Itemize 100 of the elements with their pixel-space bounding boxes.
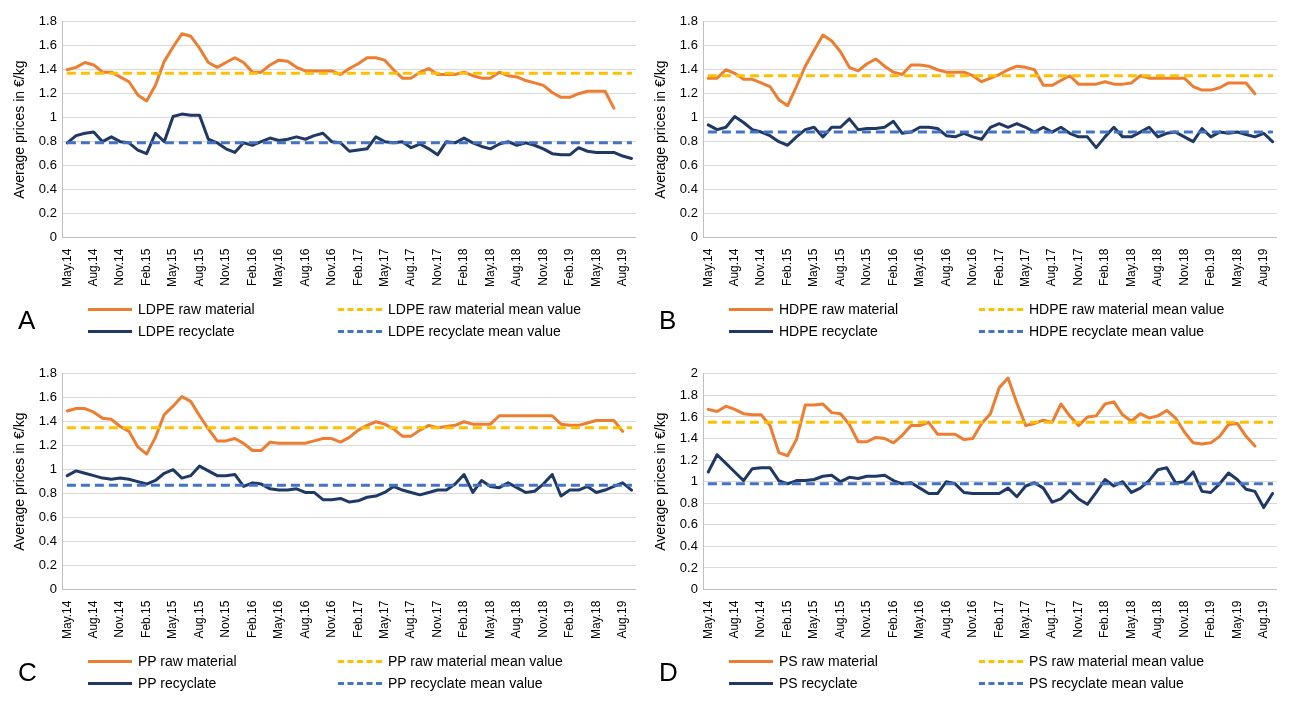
x-tick-label: Aug.17	[403, 600, 418, 639]
legend-label: PS raw material	[779, 653, 878, 669]
x-tick-label: Aug.16	[297, 248, 312, 287]
x-tick-label: Aug.14	[727, 248, 742, 287]
x-tick-label: Feb.18	[1097, 600, 1112, 638]
x-tick-label: Aug.16	[938, 248, 953, 287]
y-tick-label: 1.2	[679, 451, 698, 467]
x-tick-label: Feb.19	[562, 248, 577, 286]
x-tick-label: Nov.16	[324, 248, 339, 286]
x-tick-label: May.18	[1123, 600, 1138, 640]
x-tick-label: May.19	[1229, 600, 1244, 640]
x-tick-label: Aug.15	[191, 248, 206, 287]
x-tick-label: Feb.15	[779, 248, 794, 286]
x-tick-label: Feb.16	[244, 248, 259, 286]
y-tick-label: 0	[690, 229, 698, 245]
x-tick-label: Aug.18	[509, 600, 524, 639]
x-tick-label: Feb.17	[991, 248, 1006, 286]
y-tick-label: 0	[690, 581, 698, 597]
y-tick-label: 0.8	[38, 485, 57, 501]
legend-label: PP raw material mean value	[388, 653, 563, 669]
text: C	[18, 656, 37, 687]
x-tick-label: Feb.18	[456, 248, 471, 286]
legend-label: PS recyclate mean value	[1029, 675, 1184, 691]
y-tick-label: 1.8	[679, 13, 698, 29]
legend-label: LDPE raw material	[138, 301, 255, 317]
y-axis-title: Average prices in €/kg	[11, 60, 28, 199]
y-tick-label: 1.6	[38, 37, 57, 53]
y-tick-label: 1.6	[679, 408, 698, 424]
x-tick-label: Aug.19	[1256, 600, 1271, 639]
y-tick-label: 1	[49, 109, 57, 125]
legend-label: PP recyclate	[138, 675, 217, 691]
y-tick-label: 1.6	[38, 389, 57, 405]
x-tick-label: Feb.19	[1203, 600, 1218, 638]
x-tick-label: Aug.15	[191, 600, 206, 639]
x-tick-label: Feb.16	[885, 248, 900, 286]
y-tick-label: 1.4	[679, 61, 698, 77]
y-tick-label: 1.4	[38, 61, 57, 77]
y-axis-title: Average prices in €/kg	[11, 412, 28, 551]
y-tick-label: 0.8	[679, 494, 698, 510]
x-tick-label: Nov.18	[1176, 248, 1191, 286]
x-tick-label: Feb.18	[1097, 248, 1112, 286]
legend-label: PP recyclate mean value	[388, 675, 543, 691]
x-tick-label: May.17	[1017, 600, 1032, 640]
y-axis-title: Average prices in €/kg	[652, 412, 669, 551]
y-tick-label: 0.2	[679, 205, 698, 221]
x-tick-label: May.18	[482, 600, 497, 640]
legend-label: HDPE raw material	[779, 301, 899, 317]
x-tick-label: May.18	[588, 600, 603, 640]
x-tick-label: May.14	[59, 248, 74, 288]
x-tick-label: Feb.18	[456, 600, 471, 638]
legend-label: LDPE recyclate mean value	[388, 323, 561, 339]
x-tick-label: May.18	[1229, 248, 1244, 288]
y-tick-label: 1	[690, 473, 698, 489]
y-tick-label: 1.4	[679, 430, 698, 446]
text: B	[659, 304, 677, 335]
x-tick-label: Aug.16	[297, 600, 312, 639]
x-tick-label: Nov.14	[112, 248, 127, 286]
x-tick-label: Nov.15	[859, 600, 874, 638]
y-tick-label: 0	[49, 229, 57, 245]
x-tick-label: Nov.18	[535, 600, 550, 638]
y-tick-label: 0.4	[38, 533, 57, 549]
x-tick-label: May.16	[271, 600, 286, 640]
x-tick-label: Aug.19	[615, 600, 630, 639]
x-tick-label: May.17	[1017, 248, 1032, 288]
x-tick-label: May.18	[588, 248, 603, 288]
x-tick-label: Aug.17	[1044, 600, 1059, 639]
y-axis-title: Average prices in €/kg	[652, 60, 669, 199]
x-tick-label: May.15	[806, 600, 821, 640]
x-tick-label: Nov.15	[859, 248, 874, 286]
x-tick-label: May.14	[700, 248, 715, 288]
legend-label: HDPE recyclate	[779, 323, 878, 339]
y-tick-label: 0.6	[679, 157, 698, 173]
x-tick-label: Feb.15	[138, 600, 153, 638]
x-tick-label: May.14	[59, 600, 74, 640]
x-tick-label: Nov.14	[753, 600, 768, 638]
x-tick-label: May.15	[165, 248, 180, 288]
y-tick-label: 2	[690, 365, 698, 381]
x-tick-label: Aug.19	[615, 248, 630, 287]
x-tick-label: May.16	[912, 600, 927, 640]
y-tick-label: 0.6	[38, 157, 57, 173]
x-tick-label: Aug.16	[938, 600, 953, 639]
y-tick-label: 1	[49, 461, 57, 477]
x-tick-label: Aug.14	[727, 600, 742, 639]
x-tick-label: Nov.16	[965, 600, 980, 638]
legend-label: PS raw material mean value	[1029, 653, 1205, 669]
y-tick-label: 1.8	[38, 365, 57, 381]
y-tick-label: 0.6	[679, 516, 698, 532]
x-tick-label: Feb.17	[350, 248, 365, 286]
y-tick-label: 1.8	[38, 13, 57, 29]
y-tick-label: 0.2	[38, 205, 57, 221]
y-tick-label: 0.2	[38, 557, 57, 573]
text: A	[18, 304, 36, 335]
x-tick-label: Nov.17	[1070, 600, 1085, 638]
x-tick-label: Aug.18	[1150, 600, 1165, 639]
legend-label: HDPE raw material mean value	[1029, 301, 1225, 317]
x-tick-label: Aug.17	[1044, 248, 1059, 287]
x-tick-label: May.17	[376, 248, 391, 288]
x-tick-label: Aug.15	[832, 600, 847, 639]
x-tick-label: May.15	[806, 248, 821, 288]
y-tick-label: 0	[49, 581, 57, 597]
